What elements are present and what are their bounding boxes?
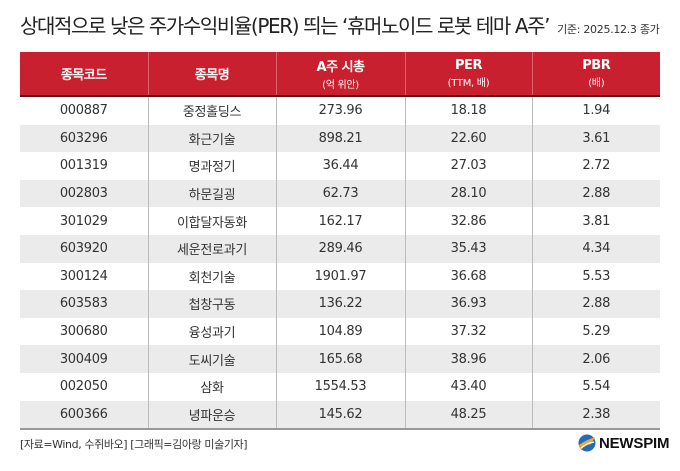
table-row: 000887 중정홀딩스 273.96 18.18 1.94 xyxy=(20,96,660,125)
cell-code: 603920 xyxy=(20,234,148,263)
table-row: 001319 명과정기 36.44 27.03 2.72 xyxy=(20,152,660,180)
cell-market-cap: 162.17 xyxy=(275,207,405,235)
stock-table: 종목코드 종목명 A주 시총 (억 위안) PER (TTM, 배) PBR (배) … xyxy=(20,52,660,431)
cell-market-cap: 145.62 xyxy=(275,400,405,431)
newspim-logo-icon xyxy=(578,434,596,452)
table-row: 600366 녕파운승 145.62 48.25 2.38 xyxy=(20,400,660,431)
cell-per: 22.60 xyxy=(404,124,532,153)
cell-code: 002803 xyxy=(20,179,148,208)
cell-market-cap: 165.68 xyxy=(275,345,405,373)
page-title: 상대적으로 낮은 주가수익비율(PER) 띄는 ‘휴머노이드 로봇 테마 A주’ xyxy=(20,14,551,38)
cell-market-cap: 273.96 xyxy=(275,96,405,125)
cell-per: 27.03 xyxy=(404,152,532,180)
cell-code: 002050 xyxy=(20,372,148,401)
cell-name: 이합달자동화 xyxy=(147,207,276,235)
cell-name: 하문길굉 xyxy=(147,179,276,208)
cell-pbr: 3.81 xyxy=(531,207,660,235)
cell-market-cap: 62.73 xyxy=(275,179,405,208)
cell-pbr: 5.53 xyxy=(531,262,660,291)
newspim-logo: NEWSPIM xyxy=(578,434,669,452)
source-credit: [자료=Wind, 수쥐바오] [그래픽=김아랑 미술기자] xyxy=(20,438,248,451)
table-row: 002803 하문길굉 62.73 28.10 2.88 xyxy=(20,179,660,208)
cell-market-cap: 898.21 xyxy=(275,124,405,153)
cell-per: 28.10 xyxy=(404,179,532,208)
cell-name: 명과정기 xyxy=(147,152,276,180)
cell-pbr: 4.34 xyxy=(531,234,660,263)
cell-name: 도씨기술 xyxy=(147,345,276,373)
cell-per: 37.32 xyxy=(404,317,532,346)
cell-pbr: 2.38 xyxy=(531,400,660,431)
cell-name: 녕파운승 xyxy=(147,400,276,431)
cell-per: 43.40 xyxy=(404,372,532,401)
cell-market-cap: 104.89 xyxy=(275,317,405,346)
cell-name: 세운전로과기 xyxy=(147,234,276,263)
col-header-mcap: A주 시총 (억 위안) xyxy=(275,52,405,97)
cell-code: 603296 xyxy=(20,124,148,153)
cell-market-cap: 1901.97 xyxy=(275,262,405,291)
cell-pbr: 2.88 xyxy=(531,179,660,208)
cell-per: 38.96 xyxy=(404,345,532,373)
cell-market-cap: 289.46 xyxy=(275,234,405,263)
cell-code: 603583 xyxy=(20,290,148,318)
logo-text: NEWSPIM xyxy=(599,434,670,452)
cell-pbr: 2.72 xyxy=(531,152,660,180)
title-row: 상대적으로 낮은 주가수익비율(PER) 띄는 ‘휴머노이드 로봇 테마 A주’… xyxy=(20,10,670,40)
cell-code: 000887 xyxy=(20,96,148,125)
col-header-pbr: PBR (배) xyxy=(531,52,660,97)
table-row: 002050 삼화 1554.53 43.40 5.54 xyxy=(20,372,660,401)
cell-code: 300124 xyxy=(20,262,148,291)
basis-date: 기준: 2025.12.3 종가 xyxy=(557,23,660,36)
col-header-name: 종목명 xyxy=(147,52,276,97)
table-row: 300409 도씨기술 165.68 38.96 2.06 xyxy=(20,345,660,373)
cell-per: 48.25 xyxy=(404,400,532,431)
table-row: 603296 화근기술 898.21 22.60 3.61 xyxy=(20,124,660,153)
col-header-code: 종목코드 xyxy=(20,52,148,97)
cell-pbr: 5.54 xyxy=(531,372,660,401)
cell-name: 융성과기 xyxy=(147,317,276,346)
cell-pbr: 1.94 xyxy=(531,96,660,125)
cell-market-cap: 36.44 xyxy=(275,152,405,180)
table-row: 301029 이합달자동화 162.17 32.86 3.81 xyxy=(20,207,660,235)
cell-per: 18.18 xyxy=(404,96,532,125)
cell-code: 300680 xyxy=(20,317,148,346)
cell-code: 600366 xyxy=(20,400,148,431)
cell-pbr: 2.88 xyxy=(531,290,660,318)
cell-per: 36.68 xyxy=(404,262,532,291)
cell-pbr: 3.61 xyxy=(531,124,660,153)
cell-pbr: 2.06 xyxy=(531,345,660,373)
cell-name: 중정홀딩스 xyxy=(147,96,276,125)
cell-per: 36.93 xyxy=(404,290,532,318)
cell-market-cap: 136.22 xyxy=(275,290,405,318)
table-row: 300124 회천기술 1901.97 36.68 5.53 xyxy=(20,262,660,291)
cell-per: 35.43 xyxy=(404,234,532,263)
cell-pbr: 5.29 xyxy=(531,317,660,346)
table-header-row: 종목코드 종목명 A주 시총 (억 위안) PER (TTM, 배) PBR (배) xyxy=(20,52,660,97)
cell-code: 301029 xyxy=(20,207,148,235)
table-row: 603920 세운전로과기 289.46 35.43 4.34 xyxy=(20,234,660,263)
cell-per: 32.86 xyxy=(404,207,532,235)
cell-name: 회천기술 xyxy=(147,262,276,291)
cell-name: 첩창구동 xyxy=(147,290,276,318)
cell-name: 삼화 xyxy=(147,372,276,401)
cell-code: 001319 xyxy=(20,152,148,180)
cell-name: 화근기술 xyxy=(147,124,276,153)
cell-market-cap: 1554.53 xyxy=(275,372,405,401)
col-header-per: PER (TTM, 배) xyxy=(404,52,532,97)
table-row: 300680 융성과기 104.89 37.32 5.29 xyxy=(20,317,660,346)
cell-code: 300409 xyxy=(20,345,148,373)
table-row: 603583 첩창구동 136.22 36.93 2.88 xyxy=(20,290,660,318)
